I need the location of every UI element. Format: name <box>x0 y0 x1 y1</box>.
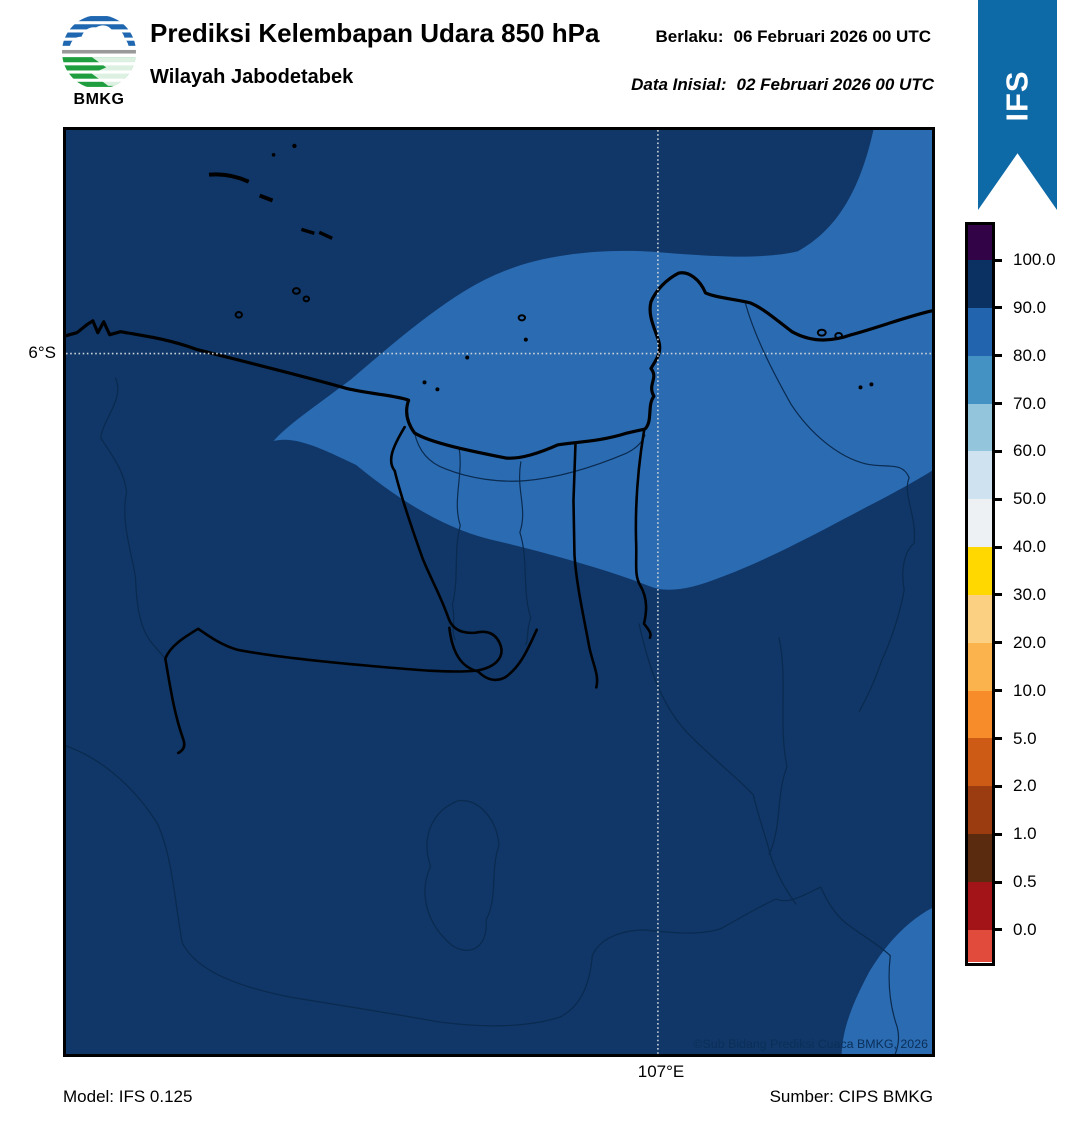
initial-label: Data Inisial: <box>631 75 727 94</box>
colorbar-tick-label: 0.5 <box>1013 872 1037 892</box>
initial-value: 02 Februari 2026 00 UTC <box>736 75 934 94</box>
page-subtitle: Wilayah Jabodetabek <box>150 66 354 88</box>
colorbar-segment <box>968 260 992 308</box>
admin-boundaries-thick <box>164 425 652 755</box>
colorbar-tick-label: 10.0 <box>1013 680 1047 700</box>
colorbar-ticks: 100.0 90.0 80.0 70.0 60.0 50.0 40.0 30.0 20.0 10.… <box>993 225 1081 963</box>
colorbar-segment <box>968 547 992 595</box>
colorbar-segment <box>968 690 992 739</box>
bmkg-logo: BMKG <box>57 14 141 109</box>
colorbar-tick-label: 0.0 <box>1013 919 1037 939</box>
colorbar-tick-mark <box>993 354 1002 358</box>
colorbar-segment <box>968 738 992 787</box>
map-canvas: ©Sub Bidang Prediksi Cuaca BMKG, 2026 <box>66 130 932 1054</box>
colorbar-tick-mark <box>993 784 1002 788</box>
colorbar-tick: 70.0 <box>993 394 1046 414</box>
bmkg-logo-label: BMKG <box>73 91 125 108</box>
colorbar-tick-mark <box>993 689 1002 693</box>
colorbar-tick: 80.0 <box>993 346 1046 366</box>
colorbar-tick: 0.5 <box>993 872 1037 892</box>
colorbar-segment <box>968 403 992 452</box>
footer-source-text: Sumber: CIPS BMKG <box>769 1087 933 1106</box>
humidity-region-corner <box>841 907 932 1054</box>
colorbar-tick-label: 90.0 <box>1013 297 1047 317</box>
colorbar-tick: 60.0 <box>993 441 1046 461</box>
humidity-region-80-90 <box>273 130 932 590</box>
colorbar-tick: 40.0 <box>993 537 1046 557</box>
page-title: Prediksi Kelembapan Udara 850 hPa <box>150 18 600 48</box>
colorbar-tick: 20.0 <box>993 633 1046 653</box>
colorbar-tick-label: 1.0 <box>1013 824 1037 844</box>
map-copyright: ©Sub Bidang Prediksi Cuaca BMKG, 2026 <box>693 1037 928 1051</box>
colorbar-segment <box>968 307 992 356</box>
graticule <box>66 130 932 1054</box>
colorbar-tick-mark <box>993 880 1002 884</box>
colorbar-tick-mark <box>993 737 1002 741</box>
footer-model-text: Model: IFS 0.125 <box>63 1087 193 1106</box>
colorbar-tick: 100.0 <box>993 250 1056 270</box>
initial-time-line: Data Inisial: 02 Februari 2026 00 UTC <box>631 75 934 95</box>
colorbar-tick-mark <box>993 928 1002 932</box>
colorbar-tick-mark <box>993 545 1002 549</box>
colorbar-segment <box>968 451 992 500</box>
colorbar-segment <box>968 881 992 930</box>
islands <box>208 143 874 392</box>
colorbar-tick-label: 80.0 <box>1013 345 1047 365</box>
colorbar-segment <box>968 929 992 962</box>
colorbar-tick-label: 100.0 <box>1013 250 1056 269</box>
admin-boundaries-thin <box>66 302 916 1054</box>
valid-time-line: Berlaku: 06 Februari 2026 00 UTC <box>655 27 931 47</box>
valid-value: 06 Februari 2026 00 UTC <box>733 27 931 46</box>
colorbar-tick-label: 70.0 <box>1013 393 1047 413</box>
forecast-map: ©Sub Bidang Prediksi Cuaca BMKG, 2026 <box>63 127 935 1057</box>
model-ribbon: IFS <box>978 0 1057 210</box>
colorbar-tick-mark <box>993 402 1002 406</box>
colorbar-tick-mark <box>993 593 1002 597</box>
colorbar-tick-label: 60.0 <box>1013 441 1047 461</box>
colorbar-tick-mark <box>993 306 1002 310</box>
colorbar-tick-label: 5.0 <box>1013 728 1037 748</box>
colorbar-tick-mark <box>993 258 1002 262</box>
colorbar-tick-label: 30.0 <box>1013 584 1047 604</box>
colorbar-tick: 0.0 <box>993 920 1037 940</box>
bmkg-logo-icon <box>62 15 136 89</box>
colorbar-tick: 1.0 <box>993 824 1037 844</box>
lon-tick-label: 107°E <box>637 1062 685 1081</box>
colorbar-tick: 30.0 <box>993 585 1046 605</box>
coastline <box>66 271 932 460</box>
colorbar-segment <box>968 225 992 260</box>
model-ribbon-label: IFS <box>999 70 1035 122</box>
colorbar-segment <box>968 834 992 882</box>
colorbar-tick-label: 20.0 <box>1013 632 1047 652</box>
colorbar-tick-mark <box>993 641 1002 645</box>
colorbar-tick-label: 40.0 <box>1013 537 1047 557</box>
colorbar-tick-mark <box>993 832 1002 836</box>
colorbar-segment <box>968 594 992 643</box>
colorbar-tick: 90.0 <box>993 298 1046 318</box>
valid-label: Berlaku: <box>655 27 724 46</box>
colorbar-tick-mark <box>993 497 1002 501</box>
colorbar-segment <box>968 786 992 835</box>
colorbar-tick-mark <box>993 449 1002 453</box>
colorbar-segment <box>968 355 992 404</box>
lat-tick-label: 6°S <box>28 343 56 362</box>
colorbar-segment <box>968 642 992 691</box>
colorbar-tick: 5.0 <box>993 729 1037 749</box>
colorbar-segments <box>965 222 995 966</box>
colorbar-tick: 10.0 <box>993 681 1046 701</box>
colorbar-tick: 2.0 <box>993 776 1037 796</box>
colorbar-tick: 50.0 <box>993 489 1046 509</box>
colorbar-tick-label: 50.0 <box>1013 489 1047 509</box>
colorbar-segment <box>968 499 992 548</box>
colorbar-tick-label: 2.0 <box>1013 776 1037 796</box>
